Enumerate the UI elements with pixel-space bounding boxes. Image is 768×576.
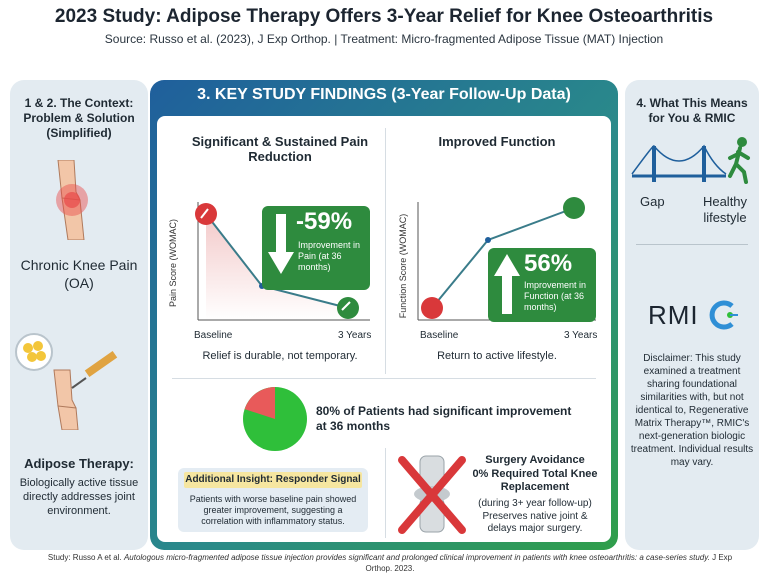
function-ylabel: Function Score (WOMAC) [398, 213, 408, 319]
pie-slice-other [244, 387, 275, 419]
function-caption: Return to active lifestyle. [437, 350, 557, 362]
insight-text: Patients with worse baseline pain showed… [189, 494, 357, 526]
pain-result-box: -59% Improvement in Pain (at 36 months) [262, 206, 370, 290]
function-start-marker [421, 297, 443, 319]
implications-heading: 4. What This Means for You & RMIC [636, 96, 748, 125]
citation-suffix: J Exp Orthop. 2023. [365, 553, 733, 573]
surgery-line3: (during 3+ year follow-up) [478, 498, 592, 509]
function-percent: 56% [524, 250, 573, 277]
patients-text: 80% of Patients had significant improvem… [316, 404, 572, 433]
page-subtitle: Source: Russo et al. (2023), J Exp Ortho… [104, 32, 664, 46]
solution-title: Adipose Therapy: [24, 456, 134, 471]
pain-box-text: Improvement in Pain (at 36 months) [298, 240, 361, 272]
no-surgery-icon [398, 455, 466, 534]
citation-prefix: Study: Russo A et al. [47, 553, 124, 562]
function-title: Improved Function [438, 134, 556, 149]
citation-title: Autologous micro-fragmented adipose tiss… [123, 553, 710, 562]
bridge-icon [631, 144, 727, 182]
solution-text: Biologically active tissue directly addr… [19, 477, 139, 517]
rmic-logo-text: RMI [648, 300, 699, 330]
insight-tag: Additional Insight: Responder Signal [184, 472, 362, 488]
function-x-start: Baseline [420, 330, 459, 341]
problem-label: Chronic Knee Pain (OA) [20, 257, 138, 291]
function-result-box: 56% Improvement in Function (at 36 month… [488, 248, 596, 322]
findings-heading: 3. KEY STUDY FINDINGS (3-Year Follow-Up … [197, 86, 571, 103]
pain-end-marker [337, 297, 359, 319]
pain-ylabel: Pain Score (WOMAC) [168, 219, 178, 308]
page-title: 2023 Study: Adipose Therapy Offers 3-Yea… [54, 6, 714, 27]
function-box-text: Improvement in Function (at 36 months) [524, 280, 587, 312]
surgery-line4: Preserves native joint & delays major su… [482, 511, 588, 534]
rmic-logo-icon [709, 300, 738, 330]
pain-percent: -59% [296, 208, 353, 235]
knee-pain-icon [56, 160, 88, 240]
function-x-end: 3 Years [564, 330, 598, 341]
right-divider [636, 244, 748, 245]
surgery-line2: 0% Required Total Knee Replacement [472, 468, 598, 493]
chart-divider [385, 128, 386, 374]
context-heading: 1 & 2. The Context: Problem & Solution (… [23, 96, 135, 140]
arrow-down-icon [268, 214, 294, 274]
runner-icon [728, 137, 750, 184]
function-end-marker [563, 197, 585, 219]
adipose-injection-icon [15, 333, 118, 430]
arrow-up-icon [494, 254, 520, 314]
gap-label: Gap [640, 194, 665, 209]
section-divider [172, 378, 596, 379]
pain-start-marker [195, 203, 217, 225]
disclaimer: Disclaimer: This study examined a treatm… [630, 353, 754, 468]
pain-x-end: 3 Years [338, 330, 372, 341]
study-citation: Study: Russo A et al. Autologous micro-f… [40, 552, 740, 574]
pain-title: Significant & Sustained Pain Reduction [191, 134, 369, 164]
bottom-divider [385, 448, 386, 538]
surgery-title: Surgery Avoidance [485, 454, 585, 466]
context-panel [10, 80, 148, 550]
pain-caption: Relief is durable, not temporary. [202, 350, 358, 362]
pain-x-start: Baseline [194, 330, 233, 341]
healthy-label: Healthy lifestyle [702, 194, 748, 225]
patients-pie-chart [243, 387, 307, 451]
